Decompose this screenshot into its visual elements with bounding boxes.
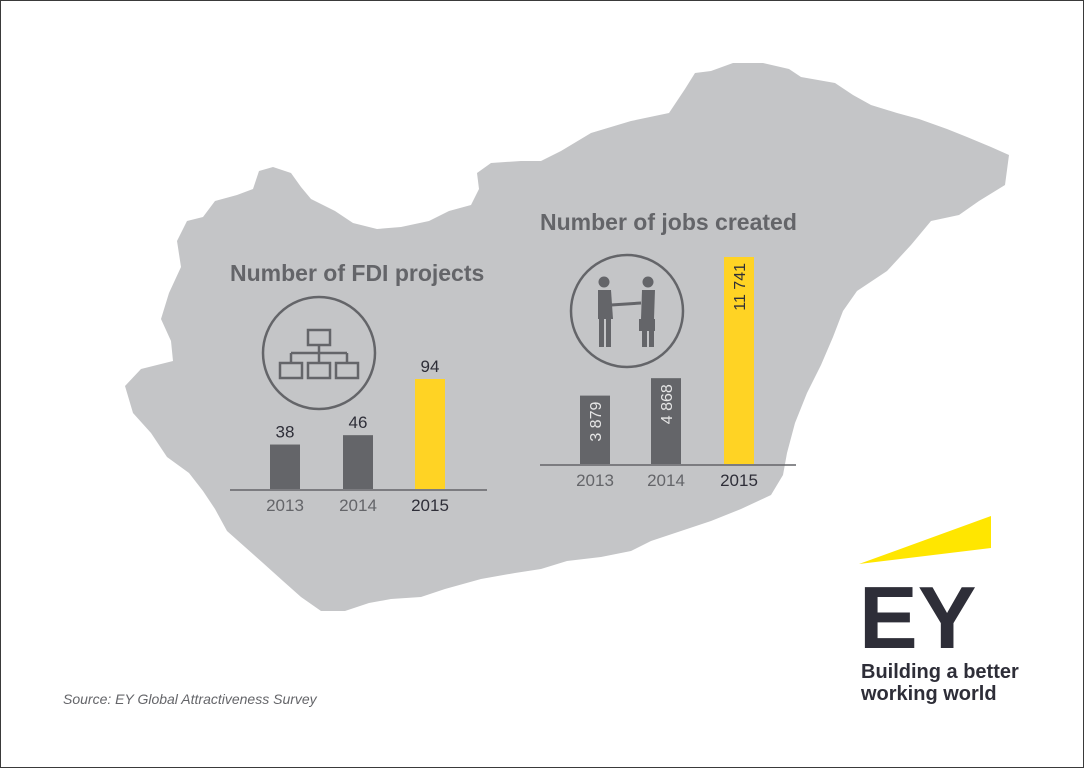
jobs-tick-label-2014: 2014 <box>647 471 685 490</box>
fdi-chart-title: Number of FDI projects <box>230 260 485 286</box>
fdi-value-label-2015: 94 <box>421 357 440 376</box>
jobs-bar-2013 <box>580 395 610 464</box>
ey-tagline: Building a better working world <box>861 661 1019 705</box>
fdi-value-label-2014: 46 <box>349 413 368 432</box>
jobs-tick-label-2013: 2013 <box>576 471 614 490</box>
tagline-line-1: Building a better <box>861 661 1019 683</box>
fdi-tick-label-2013: 2013 <box>266 496 304 515</box>
ey-beam-icon <box>859 516 991 564</box>
fdi-bar-2013 <box>270 444 300 489</box>
org-chart-icon <box>261 295 377 411</box>
jobs-value-label-2015: 11 741 <box>732 263 749 311</box>
fdi-tick-label-2015: 2015 <box>411 496 449 515</box>
handshake-icon <box>569 253 685 369</box>
source-note: Source: EY Global Attractiveness Survey <box>63 691 317 707</box>
jobs-bar-chart: 3 879 2013 4 868 2014 11 741 2015 <box>540 257 796 490</box>
fdi-bar-2014 <box>343 435 373 489</box>
jobs-value-label-2013: 3 879 <box>588 402 605 442</box>
jobs-tick-label-2015: 2015 <box>720 471 758 490</box>
fdi-bar-2015 <box>415 379 445 489</box>
jobs-bar-2014 <box>651 378 681 464</box>
fdi-tick-label-2014: 2014 <box>339 496 377 515</box>
ey-logo: EY <box>859 516 991 656</box>
jobs-bar-2015 <box>724 257 754 464</box>
svg-text:EY: EY <box>859 568 976 656</box>
jobs-chart-title: Number of jobs created <box>540 209 797 235</box>
jobs-value-label-2014: 4 868 <box>659 384 676 424</box>
fdi-bar-chart: 38 2013 46 2014 94 2015 <box>230 357 487 515</box>
tagline-line-2: working world <box>861 683 997 705</box>
fdi-value-label-2013: 38 <box>276 423 295 442</box>
